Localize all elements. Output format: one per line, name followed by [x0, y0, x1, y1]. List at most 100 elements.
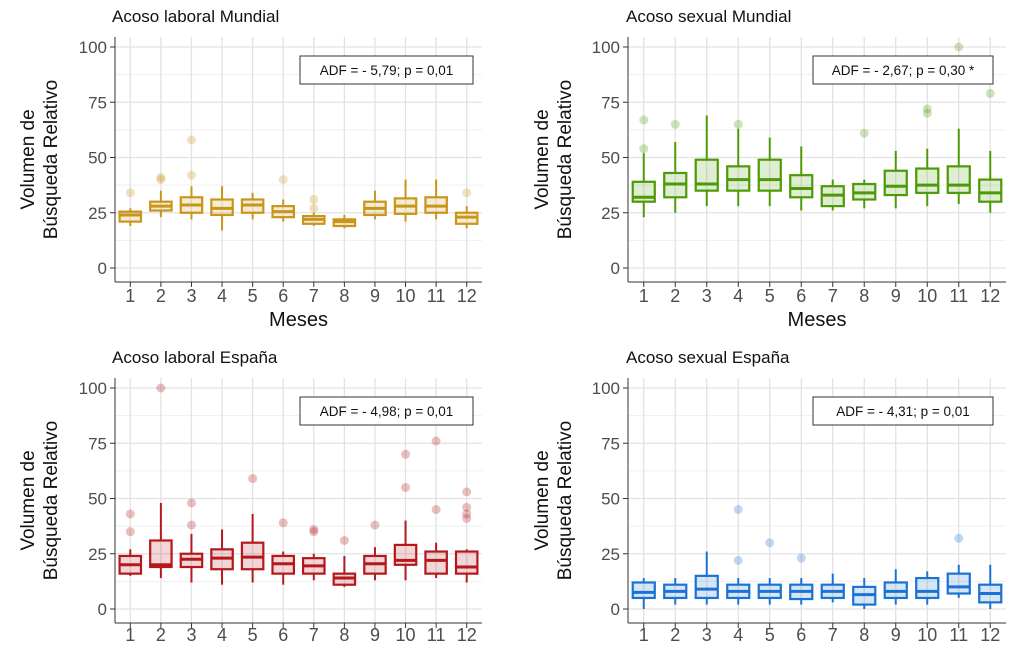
x-tick-label: 5: [248, 625, 258, 645]
y-tick-label: 50: [88, 149, 107, 168]
box-month-12: [978, 88, 1003, 213]
adf-annotation: ADF = - 4,98; p = 0,01: [299, 396, 474, 426]
x-tick-label: 4: [217, 625, 227, 645]
x-tick-label: 4: [217, 286, 227, 306]
y-tick-label: 50: [601, 490, 620, 509]
adf-annotation-box: [812, 55, 994, 85]
box-month-3: [694, 551, 719, 605]
outlier-point: [309, 527, 319, 537]
box-month-11: [946, 42, 971, 204]
y-tick-label: 50: [88, 490, 107, 509]
box-month-9: [363, 190, 387, 220]
adf-annotation-text: ADF = - 4,98; p = 0,01: [320, 404, 454, 419]
y-tick-label: 75: [601, 434, 620, 453]
y-axis-label: Volumen de Búsqueda Relativo: [18, 80, 62, 240]
y-axis-label-line: Búsqueda Relativo: [555, 80, 576, 240]
y-tick-label: 75: [88, 434, 107, 453]
y-tick-label: 75: [88, 93, 107, 112]
box-month-8: [852, 578, 877, 609]
adf-annotation-box: [299, 396, 474, 426]
y-axis-label: Volumen de Búsqueda Relativo: [532, 421, 576, 581]
box-month-5: [240, 192, 265, 220]
y-axis-label-line: Búsqueda Relativo: [41, 421, 62, 581]
outlier-point: [125, 509, 135, 519]
box-iqr: [978, 178, 1003, 203]
x-tick-label: 7: [828, 286, 838, 306]
y-tick-label: 100: [592, 38, 620, 57]
outlier-point: [859, 128, 869, 138]
outlier-point: [278, 518, 288, 528]
box-month-3: [694, 115, 719, 207]
x-tick-label: 11: [427, 625, 446, 645]
box-month-6: [789, 146, 814, 211]
adf-annotation-text: ADF = - 2,67; p = 0,30 *: [832, 63, 975, 78]
x-tick-label: 6: [796, 286, 806, 306]
outlier-point: [278, 175, 288, 185]
y-tick-label: 100: [79, 379, 107, 398]
x-tick-label: 4: [733, 625, 743, 645]
x-tick-label: 6: [278, 286, 288, 306]
outlier-point: [462, 513, 472, 523]
box-month-5: [757, 538, 782, 605]
box-month-2: [663, 578, 688, 605]
x-tick-label: 8: [859, 286, 869, 306]
box-month-6: [271, 518, 296, 585]
box-month-4: [210, 186, 234, 231]
outlier-point: [733, 555, 743, 565]
y-axis-label-line: Volumen de: [532, 450, 553, 550]
x-tick-label: 3: [186, 286, 196, 306]
y-axis-label-line: Volumen de: [18, 109, 39, 209]
box-month-9: [883, 150, 908, 209]
outlier-point: [733, 119, 743, 129]
box-month-5: [757, 137, 782, 207]
outlier-point: [401, 482, 411, 492]
outlier-point: [733, 505, 743, 515]
box-iqr: [915, 167, 940, 194]
y-tick-label: 75: [601, 93, 620, 112]
outlier-point: [339, 535, 349, 545]
x-tick-label: 1: [639, 625, 649, 645]
x-tick-label: 2: [670, 625, 680, 645]
x-tick-label: 2: [156, 625, 166, 645]
x-tick-label: 12: [980, 625, 1000, 645]
box-month-4: [726, 505, 751, 605]
outlier-point: [985, 88, 995, 98]
box-month-10: [393, 449, 418, 581]
box-month-7: [301, 194, 326, 227]
panel-title: Acoso laboral España: [112, 348, 278, 367]
y-axis-label: Volumen de Búsqueda Relativo: [18, 421, 62, 581]
box-month-6: [789, 553, 814, 605]
box-iqr: [789, 174, 814, 199]
box-iqr: [915, 576, 940, 600]
box-month-3: [179, 498, 204, 583]
box-month-1: [118, 509, 143, 576]
x-tick-label: 11: [949, 286, 968, 306]
x-tick-label: 7: [309, 286, 319, 306]
x-tick-label: 3: [702, 625, 712, 645]
y-tick-label: 0: [98, 259, 107, 278]
y-tick-label: 0: [98, 600, 107, 619]
y-axis-label-line: Volumen de: [532, 109, 553, 209]
adf-annotation: ADF = - 2,67; p = 0,30 *: [812, 55, 994, 85]
y-axis-label-line: Búsqueda Relativo: [555, 421, 576, 581]
x-tick-label: 12: [457, 286, 477, 306]
box-month-11: [424, 179, 448, 220]
x-tick-label: 2: [156, 286, 166, 306]
x-tick-label: 7: [309, 625, 319, 645]
x-axis-label: Meses: [788, 309, 847, 331]
adf-annotation-text: ADF = - 4,31; p = 0,01: [836, 404, 970, 419]
outlier-point: [156, 175, 166, 185]
x-tick-label: 4: [733, 286, 743, 306]
box-month-11: [424, 436, 448, 579]
y-axis-label-line: Volumen de: [18, 450, 39, 550]
box-iqr: [757, 158, 782, 192]
box-month-5: [240, 474, 265, 583]
outlier-point: [370, 520, 380, 530]
outlier-point: [431, 505, 441, 515]
box-iqr: [694, 158, 719, 192]
outlier-point: [796, 553, 806, 563]
